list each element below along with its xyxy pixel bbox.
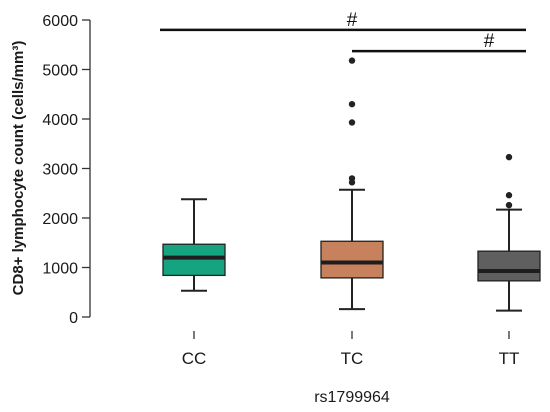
outlier-point (505, 201, 513, 209)
y-axis: 0 1000 2000 3000 4000 5000 6000 (42, 13, 91, 327)
y-tick-label: 2000 (42, 211, 78, 228)
outlier-point (348, 175, 356, 182)
outlier-point (348, 57, 356, 64)
y-tick-label: 0 (69, 310, 78, 327)
significance-label: # (484, 31, 495, 52)
significance-label: # (347, 10, 358, 31)
y-tick-label: 1000 (42, 261, 78, 278)
outlier-point (505, 153, 513, 161)
x-tick-label: CC (182, 349, 207, 368)
box-layer (162, 57, 541, 312)
x-tick-label: TT (499, 349, 520, 368)
y-tick-label: 6000 (42, 13, 78, 30)
outlier-point (505, 192, 513, 199)
x-tick-label: TC (341, 349, 364, 368)
y-tick-label: 4000 (42, 112, 78, 129)
x-axis-title: rs1799964 (314, 389, 390, 406)
iqr-box (477, 250, 541, 282)
outlier-point (348, 100, 356, 108)
box-tt (477, 153, 541, 312)
y-axis-title: CD8+ lymphocyte count (cells/mm³) (10, 41, 27, 296)
significance-layer: ## (160, 10, 526, 53)
outlier-point (348, 119, 356, 126)
box-tc (320, 57, 384, 311)
y-tick-label: 3000 (42, 162, 78, 179)
iqr-box (320, 240, 384, 279)
box-cc (162, 198, 226, 292)
iqr-box (162, 243, 226, 277)
x-axis: CC TC TT (182, 331, 520, 368)
y-tick-label: 5000 (42, 63, 78, 80)
